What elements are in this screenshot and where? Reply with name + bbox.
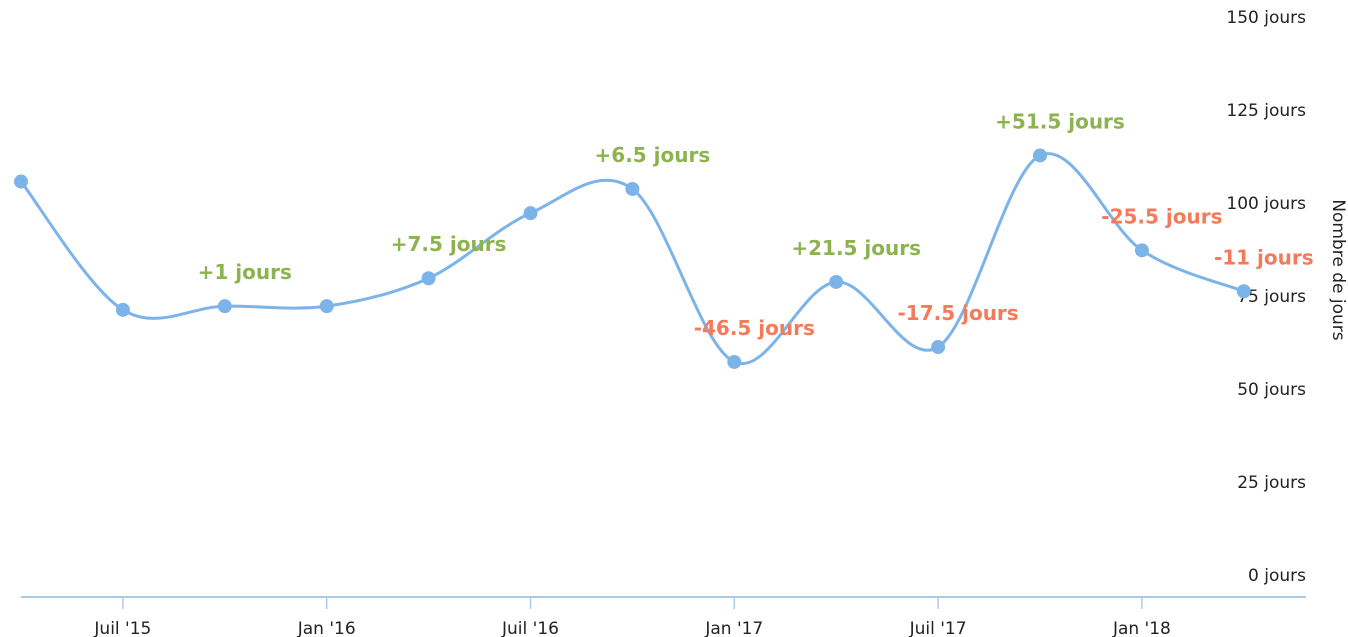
annotation: +1 jours xyxy=(198,260,292,284)
point xyxy=(931,340,946,355)
point xyxy=(421,271,436,286)
annotation: -11 jours xyxy=(1214,245,1314,269)
x-tick-label: Juil '15 xyxy=(93,619,151,637)
y-tick-label: 50 jours xyxy=(1237,380,1306,400)
point xyxy=(1134,243,1149,258)
point xyxy=(319,299,334,314)
point xyxy=(829,274,844,289)
x-tick-label: Juil '16 xyxy=(501,619,559,637)
y-tick-label: 25 jours xyxy=(1237,473,1306,493)
point xyxy=(625,181,640,196)
y-tick-label: 150 jours xyxy=(1226,8,1306,28)
annotation: +6.5 jours xyxy=(595,143,711,167)
y-tick-label: 125 jours xyxy=(1226,101,1306,121)
annotation: +21.5 jours xyxy=(791,236,921,260)
y-tick-label: 100 jours xyxy=(1226,194,1306,214)
point xyxy=(1033,148,1047,163)
point xyxy=(217,299,232,314)
y-tick-label: 0 jours xyxy=(1248,566,1306,586)
x-tick-label: Juil '17 xyxy=(909,619,967,637)
point xyxy=(115,302,130,317)
y-tick-label: 75 jours xyxy=(1237,287,1306,307)
annotation: -17.5 jours xyxy=(897,301,1018,325)
x-tick-label: Jan '16 xyxy=(297,619,356,637)
point xyxy=(1236,284,1251,299)
point xyxy=(14,174,28,189)
y-axis-title: Nombre de jours xyxy=(1328,199,1348,340)
annotation: -25.5 jours xyxy=(1101,204,1222,228)
x-tick-label: Jan '17 xyxy=(704,619,763,637)
x-tick-label: Jan '18 xyxy=(1112,619,1171,637)
annotation: -46.5 jours xyxy=(694,316,815,340)
annotation: +7.5 jours xyxy=(391,232,507,256)
point xyxy=(523,206,538,221)
point xyxy=(727,354,742,369)
annotation: +51.5 jours xyxy=(995,109,1125,133)
